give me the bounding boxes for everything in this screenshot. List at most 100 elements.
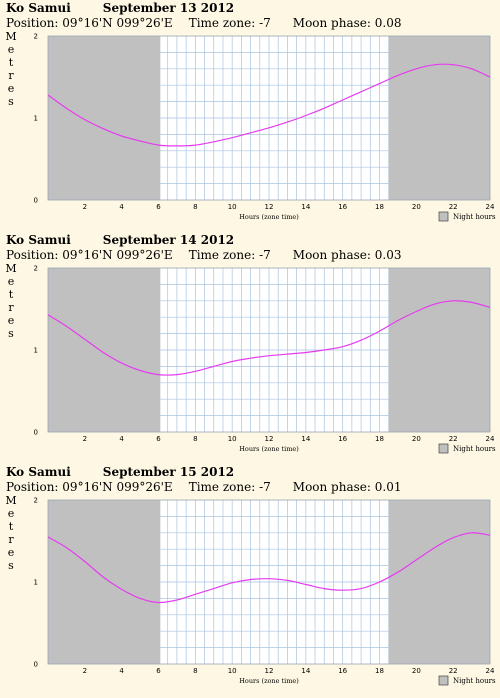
place-name: Ko Samui <box>6 1 71 15</box>
x-tick-label: 10 <box>228 203 237 211</box>
timezone-value: -7 <box>259 480 271 494</box>
x-tick-label: 8 <box>193 667 197 675</box>
x-tick-label: 22 <box>449 203 458 211</box>
legend-night-swatch <box>438 211 449 222</box>
timezone-value: -7 <box>259 248 271 262</box>
moon-phase-value: 0.08 <box>374 16 402 30</box>
timezone-value: -7 <box>259 16 271 30</box>
x-tick-label: 12 <box>265 667 274 675</box>
x-tick-label: 20 <box>412 435 421 443</box>
legend-night-label: Night hours <box>453 213 496 221</box>
panel-title: Ko Samui September 13 2012 <box>6 1 234 15</box>
x-tick-label: 16 <box>338 435 347 443</box>
x-tick-label: 18 <box>375 203 384 211</box>
timezone-label: Time zone: <box>188 480 256 494</box>
night-band <box>388 500 490 664</box>
position-value: 09°16'N 099°26'E <box>62 16 173 30</box>
legend-night-swatch <box>438 675 449 686</box>
x-tick-label: 24 <box>486 667 495 675</box>
x-tick-label: 2 <box>83 667 87 675</box>
position-value: 09°16'N 099°26'E <box>62 480 173 494</box>
tide-panel-1: Ko Samui September 13 2012 Position: 09°1… <box>0 0 500 232</box>
y-tick-label: 2 <box>34 497 38 505</box>
plot-frame <box>47 499 491 665</box>
moon-phase-label: Moon phase: <box>292 16 371 30</box>
night-band <box>388 268 490 432</box>
x-tick-label: 22 <box>449 667 458 675</box>
x-tick-label: 4 <box>119 435 124 443</box>
y-tick-label: 0 <box>34 197 38 205</box>
x-tick-label: 16 <box>338 667 347 675</box>
x-tick-label: 12 <box>265 435 274 443</box>
night-band <box>48 36 161 200</box>
position-label: Position: <box>6 248 59 262</box>
tide-curve <box>47 532 491 604</box>
x-tick-label: 12 <box>265 203 274 211</box>
panel-title: Ko Samui September 14 2012 <box>6 233 234 247</box>
legend-night-label: Night hours <box>453 677 496 685</box>
x-tick-label: 14 <box>301 203 310 211</box>
x-tick-label: 24 <box>486 203 495 211</box>
panel-subtitle: Position: 09°16'N 099°26'E Time zone: -7 M… <box>6 16 401 30</box>
moon-phase-label: Moon phase: <box>292 480 371 494</box>
x-tick-label: 18 <box>375 667 384 675</box>
night-band <box>388 36 490 200</box>
x-tick-label: 14 <box>301 435 310 443</box>
date-label: September 15 2012 <box>102 465 235 479</box>
x-tick-label: 6 <box>156 667 161 675</box>
legend-night-swatch <box>438 443 449 454</box>
x-axis-label: Hours (zone time) <box>239 445 299 453</box>
x-tick-label: 2 <box>83 203 87 211</box>
x-tick-label: 10 <box>228 435 237 443</box>
x-tick-label: 24 <box>486 435 495 443</box>
x-tick-label: 20 <box>412 203 421 211</box>
plot-frame <box>47 267 491 433</box>
x-tick-label: 2 <box>83 435 87 443</box>
panel-subtitle: Position: 09°16'N 099°26'E Time zone: -7 M… <box>6 480 401 494</box>
moon-phase-value: 0.01 <box>374 480 402 494</box>
y-tick-label: 2 <box>34 265 38 273</box>
x-tick-label: 18 <box>375 435 384 443</box>
x-tick-label: 10 <box>228 667 237 675</box>
x-tick-label: 6 <box>156 203 161 211</box>
tide-panel-3: Ko Samui September 15 2012 Position: 09°1… <box>0 464 500 696</box>
date-label: September 13 2012 <box>102 1 235 15</box>
plot-frame <box>47 35 491 201</box>
y-tick-label: 1 <box>34 347 38 355</box>
night-band <box>48 500 161 664</box>
x-axis-label: Hours (zone time) <box>239 677 299 685</box>
x-tick-label: 4 <box>119 667 124 675</box>
x-tick-label: 16 <box>338 203 347 211</box>
position-label: Position: <box>6 16 59 30</box>
position-value: 09°16'N 099°26'E <box>62 248 173 262</box>
x-axis-label: Hours (zone time) <box>239 213 299 221</box>
night-band <box>48 268 161 432</box>
place-name: Ko Samui <box>6 465 71 479</box>
y-tick-label: 2 <box>34 33 38 41</box>
date-label: September 14 2012 <box>102 233 235 247</box>
moon-phase-label: Moon phase: <box>292 248 371 262</box>
x-tick-label: 6 <box>156 435 161 443</box>
timezone-label: Time zone: <box>188 16 256 30</box>
x-tick-label: 20 <box>412 667 421 675</box>
x-tick-label: 4 <box>119 203 124 211</box>
x-tick-label: 8 <box>193 203 197 211</box>
y-tick-label: 1 <box>34 115 38 123</box>
panel-title: Ko Samui September 15 2012 <box>6 465 234 479</box>
x-tick-label: 22 <box>449 435 458 443</box>
timezone-label: Time zone: <box>188 248 256 262</box>
moon-phase-value: 0.03 <box>374 248 402 262</box>
y-tick-label: 1 <box>34 579 38 587</box>
place-name: Ko Samui <box>6 233 71 247</box>
x-tick-label: 8 <box>193 435 197 443</box>
position-label: Position: <box>6 480 59 494</box>
tide-curve <box>47 63 491 147</box>
legend-night-label: Night hours <box>453 445 496 453</box>
y-tick-label: 0 <box>34 661 38 669</box>
